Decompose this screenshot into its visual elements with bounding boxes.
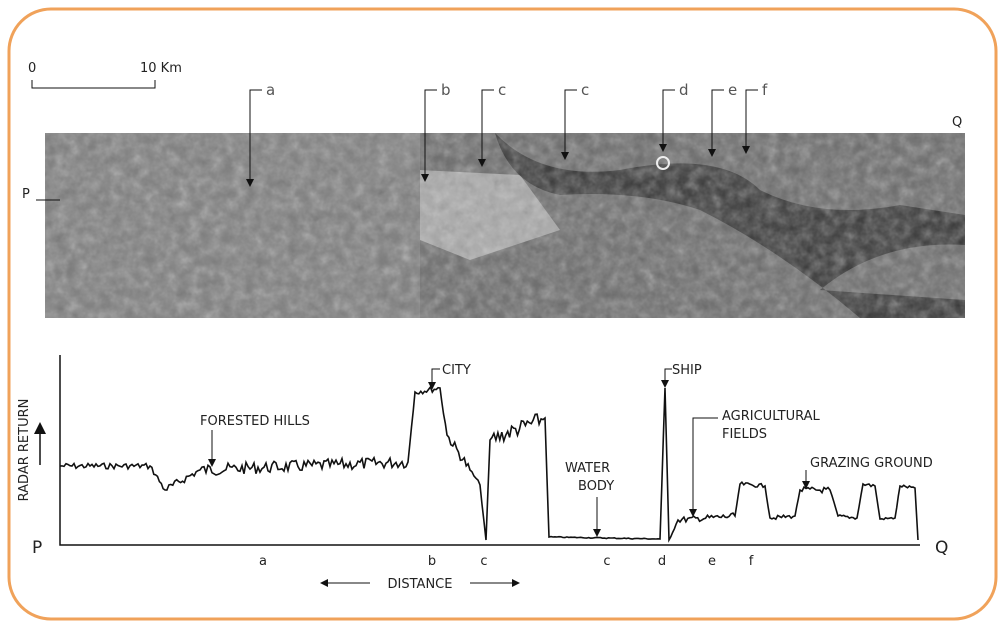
image-right: Q — [952, 115, 962, 130]
profile-start: P — [32, 538, 42, 558]
x-tick-label: f — [749, 554, 754, 569]
marker-label: c — [581, 81, 589, 99]
radar-image — [45, 133, 965, 318]
image-left: P — [22, 187, 30, 202]
annotation: FORESTED HILLS — [200, 414, 310, 429]
profile-end: Q — [935, 538, 948, 558]
scale-end: 10 Km — [140, 61, 182, 76]
annotation: GRAZING GROUND — [810, 456, 933, 471]
x-tick-label: b — [428, 554, 436, 569]
marker-label: d — [679, 81, 689, 99]
marker-label: c — [498, 81, 506, 99]
scale-start: 0 — [28, 61, 36, 76]
x-tick-label: d — [658, 554, 666, 569]
annotation: SHIP — [672, 363, 702, 378]
y-label: RADAR RETURN — [17, 399, 32, 502]
marker-label: a — [266, 81, 275, 99]
x-tick-label: c — [480, 554, 487, 569]
figure: 0 10 Km P Q a b c c d e f RADAR RETURN FORESTE… — [0, 0, 1005, 628]
x-tick-label: c — [603, 554, 610, 569]
annotation: CITY — [442, 363, 471, 378]
x-tick-label: e — [708, 554, 716, 569]
x-label: DISTANCE — [388, 577, 453, 592]
marker-label: b — [441, 81, 451, 99]
marker-label: e — [728, 81, 737, 99]
x-tick-label: a — [259, 554, 267, 569]
marker-label: f — [762, 81, 768, 99]
